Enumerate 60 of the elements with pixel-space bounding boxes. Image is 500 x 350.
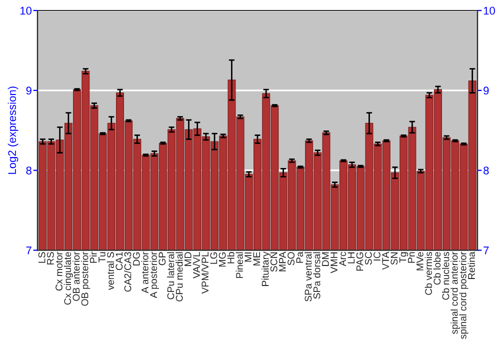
x-tick-label: OB posterior <box>81 252 90 306</box>
x-tick-label: Cx motor <box>56 252 62 291</box>
y2-tick-label: 9 <box>484 86 489 95</box>
x-tick-label: CA2/CA3 <box>124 252 132 292</box>
x-tick-label: LG <box>210 252 218 264</box>
x-tick-label: MI <box>244 252 252 262</box>
x-tick-label: VMH <box>330 252 338 274</box>
x-tick-label: LH <box>348 252 355 264</box>
x-tick-label: SPa ventral <box>304 252 312 302</box>
x-tick-label: Pa <box>296 252 304 263</box>
y2-tick-label: 10 <box>484 6 495 15</box>
x-tick-label: SN <box>390 252 398 265</box>
x-tick-label: ME <box>253 252 260 266</box>
y-tick-label: 9 <box>26 86 32 95</box>
y2-tick-label: 8 <box>484 166 489 174</box>
x-tick-label: A posterior <box>150 252 159 298</box>
x-tick-label: Pn <box>408 252 415 263</box>
x-tick-label: SPa dorsal <box>313 252 320 299</box>
x-tick-label: MG <box>218 252 226 266</box>
x-tick-label: Retina <box>468 252 475 279</box>
x-tick-label: RS <box>46 252 54 264</box>
x-tick-label: Pineal <box>236 252 243 278</box>
y-tick-label: 8 <box>26 166 32 174</box>
x-tick-label: CPu lateral <box>167 252 174 300</box>
x-tick-label: VPM/VPL <box>201 252 209 294</box>
x-tick-label: SCN <box>270 252 278 272</box>
y-tick-label: 10 <box>20 6 32 15</box>
x-tick-label: LS <box>38 252 46 263</box>
x-tick-label: Arc <box>339 252 346 266</box>
x-tick-label: Cb vermis <box>424 252 432 295</box>
x-tick-label: DG <box>132 252 140 266</box>
x-tick-label: IC <box>374 252 380 260</box>
x-tick-label: spinal cord anterior <box>450 252 460 334</box>
x-tick-label: SC <box>364 252 372 265</box>
y-axis-title: Log2 (expression) <box>8 86 18 174</box>
x-tick-label: CPu medial <box>176 252 183 302</box>
x-tick-label: GP <box>158 252 166 266</box>
x-tick-label: Cb nucleus <box>442 252 450 300</box>
x-tick-label: MD <box>184 252 192 266</box>
x-tick-label: Tu <box>98 252 106 262</box>
x-tick-label: Pituitary <box>262 252 271 286</box>
x-tick-label: Tg <box>399 252 408 263</box>
x-tick-label: VTA <box>382 252 389 270</box>
x-tick-label: Pir <box>90 252 97 263</box>
x-tick-label: spinal cord posterior <box>459 252 468 339</box>
x-tick-label: PAG <box>356 252 364 271</box>
x-tick-label: VA/VL <box>192 252 200 278</box>
x-tick-label: DM <box>322 252 329 266</box>
x-tick-label: Hb <box>227 252 234 264</box>
x-tick-label: Cb lobe <box>433 252 441 285</box>
y-tick-label: 7 <box>26 246 32 254</box>
x-tick-label: Cx cingulate <box>64 252 73 305</box>
y2-tick-label: 7 <box>484 246 489 254</box>
x-tick-label: MPA <box>279 252 286 272</box>
x-tick-label: OB anterior <box>72 252 80 301</box>
x-tick-label: A anterior <box>141 252 148 294</box>
x-tick-label: MVe <box>416 252 424 270</box>
x-tick-label: ventral S <box>106 252 114 290</box>
x-tick-label: SO <box>288 252 294 266</box>
x-tick-label: CA1 <box>116 252 123 270</box>
